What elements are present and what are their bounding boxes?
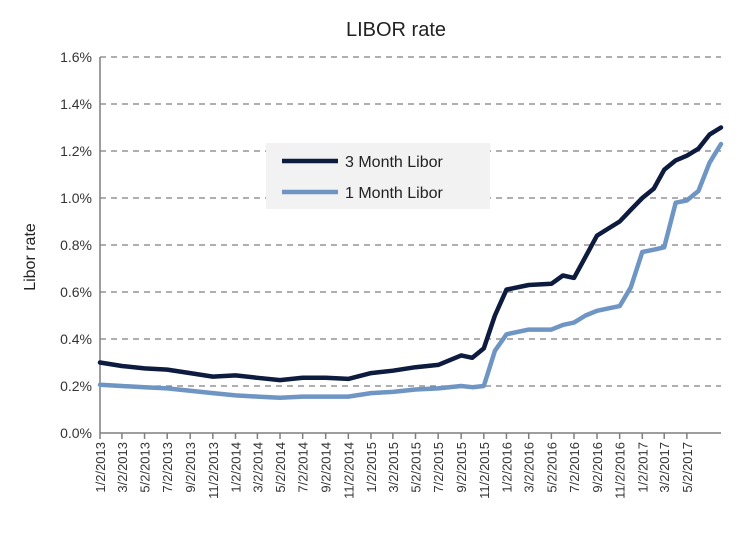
y-tick-label: 0.2% xyxy=(60,378,92,394)
x-tick-labels: 1/2/2013 3/2/2013 5/2/2013 7/2/2013 9/2/2013… xyxy=(93,433,695,499)
x-tick-label: 11/2/2014 xyxy=(341,442,356,499)
y-tick-label: 1.4% xyxy=(60,96,92,112)
y-tick-label: 1.6% xyxy=(60,49,92,65)
series-lines xyxy=(97,125,724,401)
gridlines xyxy=(99,56,721,434)
x-tick-label: 7/2/2015 xyxy=(431,442,446,493)
x-tick-label: 9/2/2016 xyxy=(590,442,605,493)
x-tick-label: 7/2/2016 xyxy=(567,442,582,493)
chart-title: LIBOR rate xyxy=(346,19,446,41)
y-tick-label: 0.0% xyxy=(60,425,92,441)
x-tick-label: 1/2/2014 xyxy=(228,442,243,493)
x-tick-label: 1/2/2017 xyxy=(635,442,650,493)
x-tick-label: 3/2/2016 xyxy=(522,442,537,493)
y-tick-label: 0.8% xyxy=(60,237,92,253)
y-tick-label: 1.2% xyxy=(60,143,92,159)
x-tick-label: 9/2/2014 xyxy=(319,442,334,493)
series-line-0 xyxy=(97,125,724,383)
legend-label-1-month: 1 Month Libor xyxy=(345,185,444,202)
x-tick-label: 11/2/2013 xyxy=(206,442,221,499)
x-tick-label: 7/2/2014 xyxy=(296,442,311,493)
x-tick-label: 5/2/2016 xyxy=(544,442,559,493)
legend: 3 Month Libor 1 Month Libor xyxy=(266,143,490,209)
x-tick-label: 3/2/2014 xyxy=(250,442,265,493)
x-tick-label: 5/2/2015 xyxy=(409,442,424,493)
x-tick-label: 1/2/2013 xyxy=(93,442,108,493)
x-tick-label: 11/2/2015 xyxy=(477,442,492,499)
y-tick-label: 0.4% xyxy=(60,331,92,347)
x-tick-label: 3/2/2013 xyxy=(115,442,130,493)
y-tick-labels: 0.0% 0.2% 0.4% 0.6% 0.8% 1.0% 1.2% 1.4% 1.6% xyxy=(60,49,92,441)
x-tick-label: 5/2/2013 xyxy=(138,442,153,493)
x-tick-label: 9/2/2013 xyxy=(183,442,198,493)
y-tick-label: 1.0% xyxy=(60,190,92,206)
x-tick-label: 1/2/2015 xyxy=(364,442,379,493)
x-tick-label: 9/2/2015 xyxy=(454,442,469,493)
y-tick-label: 0.6% xyxy=(60,284,92,300)
x-tick-label: 3/2/2015 xyxy=(386,442,401,493)
series-line-1 xyxy=(97,141,724,401)
x-tick-label: 5/2/2017 xyxy=(680,442,695,493)
x-tick-label: 7/2/2013 xyxy=(160,442,175,493)
x-tick-label: 5/2/2014 xyxy=(273,442,288,493)
legend-box xyxy=(266,143,490,209)
x-tick-label: 11/2/2016 xyxy=(613,442,628,499)
x-tick-label: 3/2/2017 xyxy=(657,442,672,493)
x-tick-label: 1/2/2016 xyxy=(499,442,514,493)
legend-label-3-month: 3 Month Libor xyxy=(345,154,444,171)
y-axis-label: Libor rate xyxy=(22,223,39,291)
